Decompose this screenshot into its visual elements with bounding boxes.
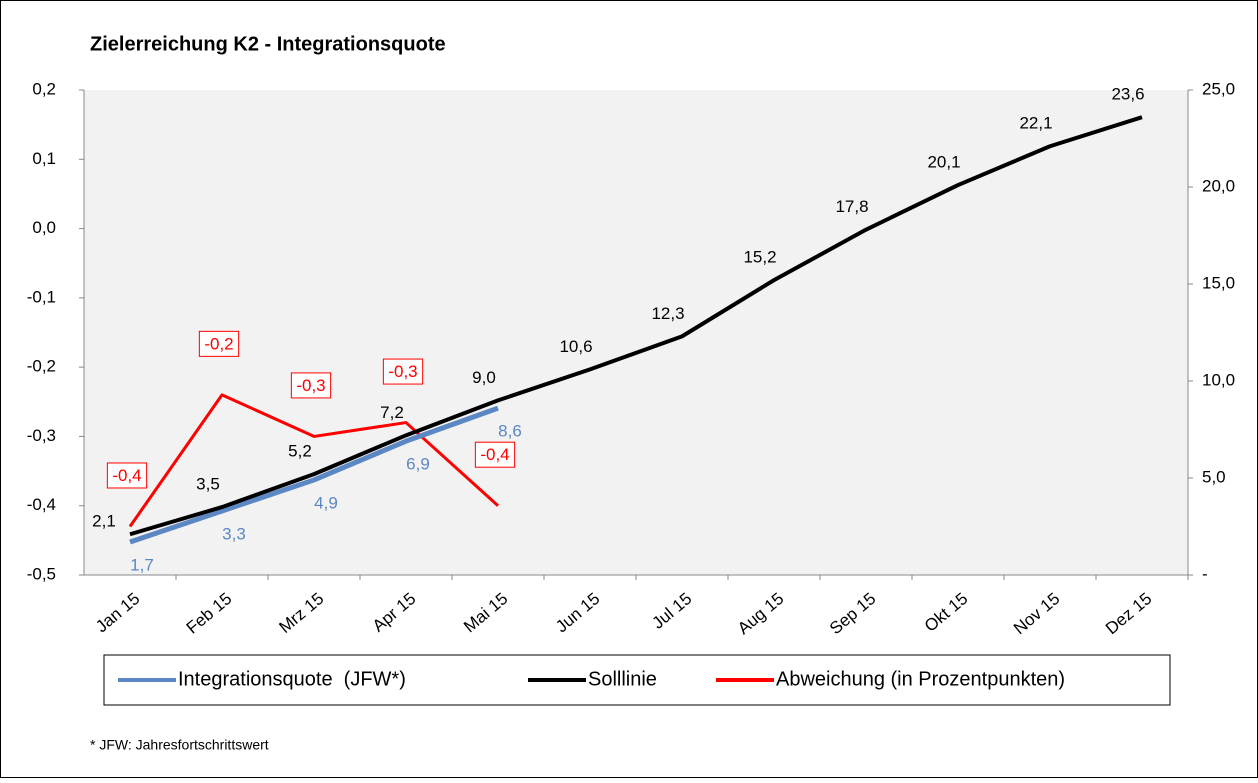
data-label: 9,0 [472,368,496,387]
y2-tick-label: 25,0 [1202,79,1235,98]
data-label: 6,9 [406,455,430,474]
y-tick-label: 0,1 [32,149,56,168]
chart-title: Zielerreichung K2 - Integrationsquote [90,33,446,55]
data-label: -0,4 [480,445,509,464]
data-label: 4,9 [314,493,338,512]
y2-tick-label: - [1202,564,1208,583]
y-tick-label: -0,2 [27,357,56,376]
data-label: 5,2 [288,442,312,461]
data-label-box [106,462,148,489]
data-label: 3,3 [222,524,246,543]
data-label: -0,4 [112,466,141,485]
legend-label: Integrationsquote (JFW*) [178,668,406,690]
data-label: -0,3 [388,362,417,381]
data-label: 7,2 [380,403,404,422]
data-label: 2,1 [92,512,116,531]
y2-tick-label: 15,0 [1202,273,1235,292]
y-tick-label: -0,4 [27,495,56,514]
data-label: -0,2 [204,334,233,353]
footnote: * JFW: Jahresfortschrittswert [90,737,269,753]
data-label-box [382,358,424,385]
y-tick-label: -0,1 [27,287,56,306]
y-tick-label: 0,2 [32,79,56,98]
data-label: 22,1 [1019,114,1052,133]
y2-tick-label: 20,0 [1202,176,1235,195]
data-label: -0,3 [296,376,325,395]
data-label: 23,6 [1111,85,1144,104]
data-label-box [198,330,240,357]
data-label: 12,3 [651,304,684,323]
legend [103,654,1171,706]
y2-tick-label: 5,0 [1202,467,1226,486]
data-label: 3,5 [196,475,220,494]
data-label: 8,6 [498,422,522,441]
y-tick-label: -0,3 [27,426,56,445]
data-label: 17,8 [835,197,868,216]
y2-tick-label: 10,0 [1202,370,1235,389]
series-line [128,393,500,528]
data-label-box [290,372,332,399]
data-label-box [474,441,516,468]
legend-label: Solllinie [588,668,657,690]
data-label: 20,1 [927,153,960,172]
data-label: 15,2 [743,248,776,267]
series-line [129,405,499,545]
series-line [129,115,1143,537]
legend-label: Abweichung (in Prozentpunkten) [776,668,1065,690]
data-label: 10,6 [559,337,592,356]
data-label: 1,7 [130,556,154,575]
y-tick-label: 0,0 [32,218,56,237]
y-tick-label: -0,5 [27,564,56,583]
